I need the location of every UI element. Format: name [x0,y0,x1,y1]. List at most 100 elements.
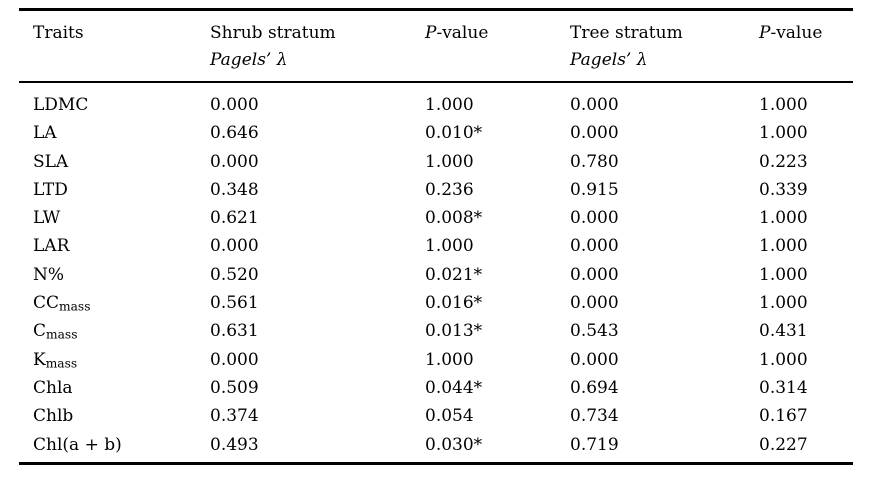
tree-lambda-cell: 0.000 [570,123,619,144]
shrub-lambda-cell: 0.646 [210,123,259,144]
shrub-lambda-cell: 0.509 [210,377,259,398]
header-shrub-pvalue: P-value [425,20,570,74]
phylogenetic-signal-table: Traits Shrub stratum Pagels’ λ P-value T… [19,8,853,465]
trait-label: LAR [33,236,70,257]
tree-lambda-cell: 0.719 [570,434,619,455]
table-row: LW 0.621 0.008* 0.000 1.000 [19,204,853,232]
tree-lambda-cell: 0.734 [570,406,619,427]
table-row: CCmass 0.561 0.016* 0.000 1.000 [19,289,853,317]
shrub-lambda-cell: 0.000 [210,151,259,172]
trait-cell: LA [33,119,210,147]
table-row: LDMC 0.000 1.000 0.000 1.000 [19,91,853,119]
tree-pvalue-cell: 0.314 [759,377,808,398]
trait-cell: Kmass [33,346,210,374]
header-shrub-stratum: Shrub stratum Pagels’ λ [210,20,425,74]
tree-lambda-cell: 0.915 [570,179,619,200]
trait-cell: SLA [33,148,210,176]
trait-cell: Chlb [33,402,210,430]
table-row: SLA 0.000 1.000 0.780 0.223 [19,148,853,176]
shrub-pvalue-cell: 0.016* [425,293,483,314]
shrub-pvalue-cell: 0.054 [425,406,474,427]
trait-label: C [33,321,47,342]
table-body: LDMC 0.000 1.000 0.000 1.000 LA 0.646 0.… [19,83,853,462]
shrub-pvalue-cell: 0.236 [425,179,474,200]
tree-lambda-cell: 0.000 [570,236,619,257]
table-row: Chlb 0.374 0.054 0.734 0.167 [19,402,853,430]
header-shrub-pvalue-p: P [425,23,437,43]
header-tree-pvalue-p: P [759,23,771,43]
tree-pvalue-cell: 1.000 [759,349,808,370]
shrub-lambda-cell: 0.520 [210,264,259,285]
shrub-pvalue-cell: 0.030* [425,434,483,455]
header-tree-pvalue: P-value [759,20,853,74]
tree-pvalue-cell: 0.223 [759,151,808,172]
trait-subscript: mass [45,356,78,371]
trait-cell: LAR [33,232,210,260]
shrub-lambda-cell: 0.493 [210,434,259,455]
table-header: Traits Shrub stratum Pagels’ λ P-value T… [19,11,853,83]
table-row: LTD 0.348 0.236 0.915 0.339 [19,176,853,204]
shrub-lambda-cell: 0.374 [210,406,259,427]
trait-label: CC [33,293,60,314]
shrub-pvalue-cell: 0.044* [425,377,483,398]
shrub-lambda-cell: 0.000 [210,349,259,370]
trait-label: LW [33,208,61,229]
shrub-pvalue-cell: 1.000 [425,236,474,257]
header-tree-pvalue-suffix: -value [770,23,823,43]
header-traits: Traits [33,20,210,74]
trait-label: SLA [33,151,69,172]
tree-pvalue-cell: 1.000 [759,293,808,314]
table-row: N% 0.520 0.021* 0.000 1.000 [19,261,853,289]
shrub-lambda-cell: 0.631 [210,321,259,342]
header-shrub-pagels-lambda: Pagels’ λ [210,50,288,70]
trait-cell: N% [33,261,210,289]
tree-lambda-cell: 0.000 [570,95,619,115]
shrub-pvalue-cell: 1.000 [425,349,474,370]
tree-pvalue-cell: 0.431 [759,321,808,342]
trait-cell: LW [33,204,210,232]
tree-lambda-cell: 0.000 [570,264,619,285]
trait-subscript: mass [59,299,91,314]
header-traits-label: Traits [33,23,84,43]
header-shrub-pvalue-suffix: -value [436,23,489,43]
trait-label: N% [33,264,65,285]
tree-lambda-cell: 0.780 [570,151,619,172]
tree-lambda-cell: 0.694 [570,377,619,398]
header-shrub-line1: Shrub stratum [210,23,336,43]
table-row: Cmass 0.631 0.013* 0.543 0.431 [19,317,853,345]
shrub-pvalue-cell: 1.000 [425,151,474,172]
shrub-lambda-cell: 0.000 [210,236,259,257]
trait-label: LDMC [33,95,89,115]
shrub-lambda-cell: 0.348 [210,179,259,200]
shrub-pvalue-cell: 0.008* [425,208,483,229]
shrub-pvalue-cell: 0.021* [425,264,483,285]
trait-subscript: mass [46,328,78,343]
table-row: Kmass 0.000 1.000 0.000 1.000 [19,346,853,374]
shrub-pvalue-cell: 0.010* [425,123,483,144]
trait-cell: Cmass [33,317,210,345]
tree-pvalue-cell: 0.227 [759,434,808,455]
trait-cell: CCmass [33,289,210,317]
header-tree-stratum: Tree stratum Pagels’ λ [570,20,759,74]
trait-label: K [33,349,46,370]
shrub-pvalue-cell: 0.013* [425,321,483,342]
tree-lambda-cell: 0.543 [570,321,619,342]
header-tree-pagels-lambda: Pagels’ λ [570,50,648,70]
tree-pvalue-cell: 1.000 [759,95,808,115]
tree-pvalue-cell: 1.000 [759,264,808,285]
tree-pvalue-cell: 0.167 [759,406,808,427]
trait-cell: Chla [33,374,210,402]
trait-label: LTD [33,179,68,200]
header-tree-line1: Tree stratum [570,23,683,43]
tree-pvalue-cell: 1.000 [759,236,808,257]
tree-pvalue-cell: 1.000 [759,208,808,229]
trait-label: Chla [33,377,73,398]
shrub-pvalue-cell: 1.000 [425,95,474,115]
trait-label: Chlb [33,406,74,427]
tree-pvalue-cell: 1.000 [759,123,808,144]
table-row: Chl(a + b) 0.493 0.030* 0.719 0.227 [19,431,853,459]
tree-pvalue-cell: 0.339 [759,179,808,200]
trait-cell: Chl(a + b) [33,431,210,459]
tree-lambda-cell: 0.000 [570,349,619,370]
shrub-lambda-cell: 0.561 [210,293,259,314]
